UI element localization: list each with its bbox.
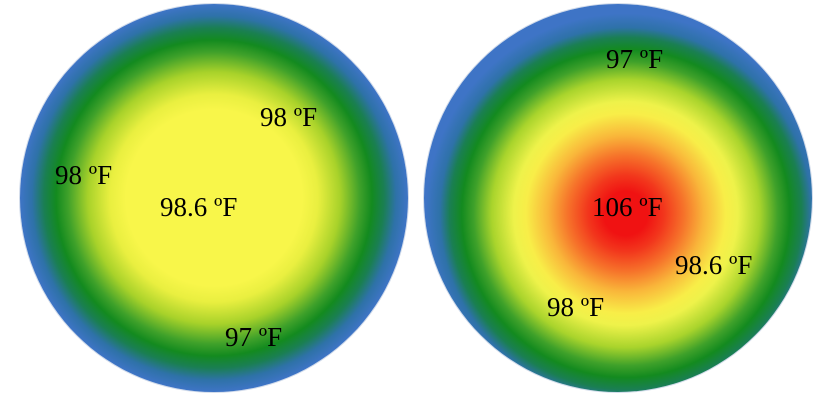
left-left-label: 98 ºF xyxy=(55,160,113,190)
right-center-label: 106 ºF xyxy=(592,192,663,222)
left-upper-right-label: 98 ºF xyxy=(260,102,318,132)
left-temperature-circle xyxy=(20,4,408,392)
left-bottom-label: 97 ºF xyxy=(225,322,283,352)
right-lower-left-label: 98 ºF xyxy=(547,292,605,322)
left-center-label: 98.6 ºF xyxy=(160,192,238,222)
right-temperature-circle xyxy=(424,4,812,392)
right-top-label: 97 ºF xyxy=(606,44,664,74)
right-right-label: 98.6 ºF xyxy=(675,250,753,280)
